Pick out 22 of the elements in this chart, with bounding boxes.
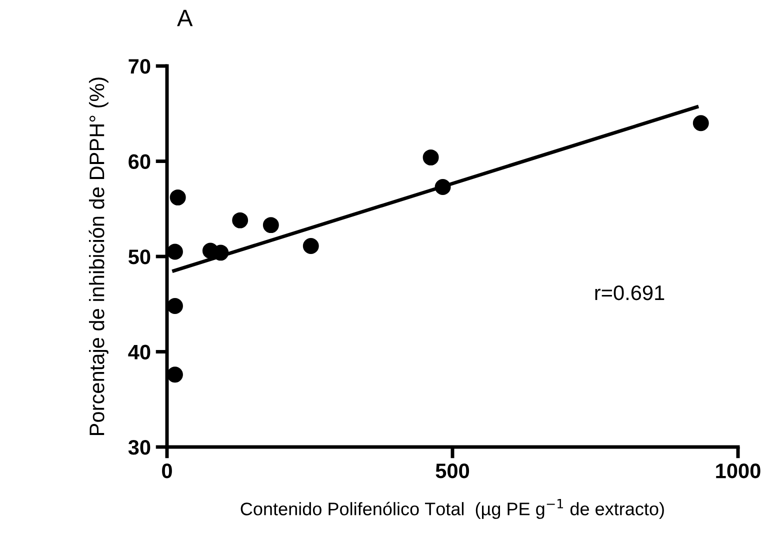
x-axis-title: Contenido Polifenólico Total (µg PE g$^{−1}$ de extracto)	[240, 499, 664, 519]
y-tick-label: 30	[128, 440, 150, 455]
y-tick-label: 70	[128, 59, 150, 74]
point	[167, 298, 183, 314]
x-tick-label: 500	[436, 464, 470, 478]
point	[170, 189, 186, 206]
point	[167, 244, 183, 260]
y-tick-label: 40	[128, 344, 150, 360]
text: A	[177, 10, 193, 26]
point	[232, 212, 248, 228]
point	[262, 217, 279, 234]
point	[167, 366, 183, 383]
x-tick-label: 0	[162, 464, 172, 478]
y-tick-label: 50	[128, 250, 150, 264]
annotation: r=0.691	[595, 285, 664, 300]
y-tick-label: 60	[128, 154, 150, 170]
point	[302, 238, 319, 254]
y-axis-title: Porcentaje de inhibición de DPPH° (%)	[88, 78, 108, 435]
point	[422, 149, 439, 166]
x-tick-label: 1000	[716, 464, 760, 478]
point	[434, 178, 451, 195]
point	[692, 115, 709, 132]
